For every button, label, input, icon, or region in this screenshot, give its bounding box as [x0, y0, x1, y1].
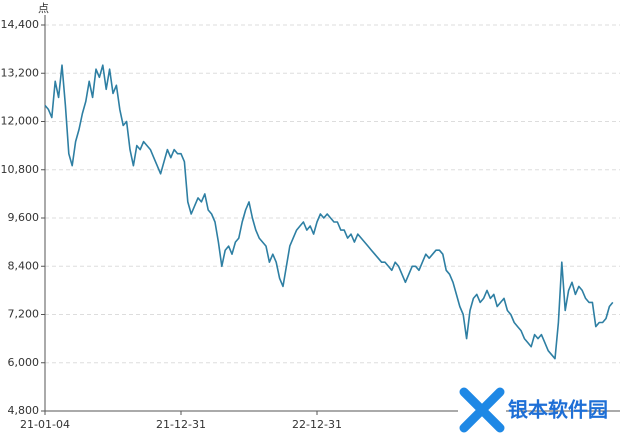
y-tick-label: 4,800 [8, 404, 40, 417]
watermark-icon [459, 387, 505, 433]
y-tick-label: 7,200 [8, 308, 40, 321]
watermark: 银本软件园 [458, 387, 608, 433]
y-tick-label: 10,800 [1, 163, 40, 176]
x-tick-label: 21-01-04 [20, 418, 70, 431]
y-axis-label: 点 [38, 2, 49, 15]
y-tick-label: 14,400 [1, 18, 40, 31]
y-tick-label: 12,000 [1, 115, 40, 128]
series-line [44, 64, 614, 360]
x-tick-label: 21-12-31 [156, 418, 206, 431]
y-tick-label: 13,200 [1, 66, 40, 79]
watermark-text: 银本软件园 [508, 398, 608, 422]
y-tick-label: 8,400 [8, 259, 40, 272]
y-tick-label: 9,600 [8, 211, 40, 224]
y-tick-label: 6,000 [8, 356, 40, 369]
x-tick-label: 22-12-31 [292, 418, 342, 431]
